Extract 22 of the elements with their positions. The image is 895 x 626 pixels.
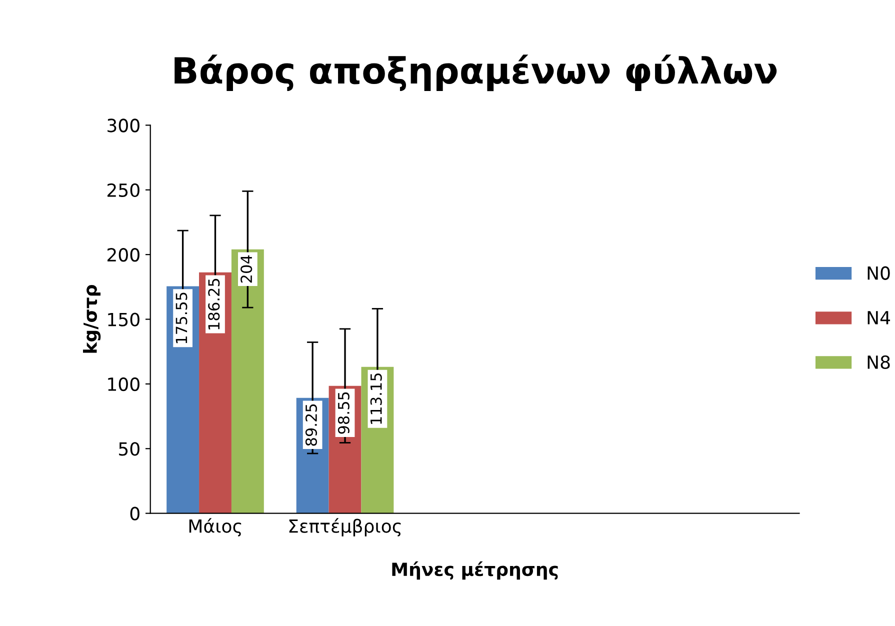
chart-title: Βάρος αποξηραμένων φύλλων: [174, 54, 777, 92]
y-tick-label: 150: [108, 312, 140, 326]
data-label: 89.25: [305, 404, 318, 446]
legend-label: N0: [868, 266, 890, 280]
legend-label: N8: [868, 355, 890, 370]
y-tick-label: 300: [108, 118, 140, 132]
data-label: 204: [240, 255, 252, 283]
legend-label: N4: [868, 311, 890, 324]
y-tick-label: 250: [107, 183, 140, 198]
data-label: 175.55: [176, 292, 188, 344]
y-axis-title: kg/στρ: [83, 285, 101, 353]
bar: [231, 249, 264, 514]
data-label: 186.25: [208, 278, 220, 330]
x-tick-label: Σεπτέμβριος: [289, 518, 401, 536]
y-tick-label: 200: [107, 248, 140, 262]
x-tick-label: Μάιος: [189, 518, 242, 536]
y-tick-label: 0: [130, 506, 140, 520]
x-axis-title: Μήνες μέτρησης: [392, 561, 558, 580]
data-label: 98.55: [338, 392, 350, 434]
y-tick-label: 50: [119, 442, 140, 456]
y-tick-label: 100: [108, 377, 140, 392]
data-label: 113.15: [370, 373, 382, 424]
